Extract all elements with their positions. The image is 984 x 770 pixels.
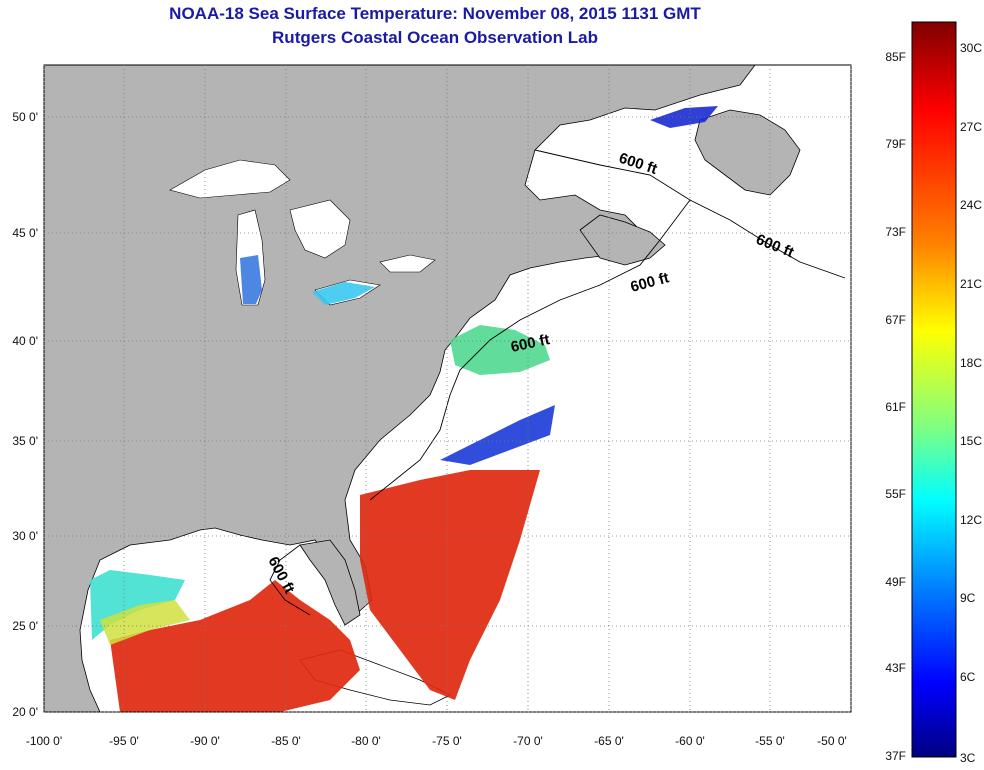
colorbar-f-label: 67F [885, 313, 906, 327]
map-frame [43, 64, 852, 713]
lat-label: 45 0' [12, 226, 38, 240]
colorbar-f-label: 37F [885, 749, 906, 763]
colorbar-c-label: 12C [960, 513, 982, 527]
colorbar-f-label: 61F [885, 400, 906, 414]
lat-labels: 50 0' 45 0' 40 0' 35 0' 30 0' 25 0' 20 0… [12, 110, 38, 719]
lon-label: -50 0' [817, 734, 847, 748]
lat-label: 30 0' [12, 529, 38, 543]
lon-label: -95 0' [109, 734, 139, 748]
colorbar-c-labels: 30C 27C 24C 21C 18C 15C 12C 9C 6C 3C [960, 41, 982, 765]
colorbar-c-label: 24C [960, 198, 982, 212]
colorbar-f-label: 79F [885, 137, 906, 151]
colorbar-c-label: 9C [960, 591, 976, 605]
colorbar-c-label: 18C [960, 356, 982, 370]
lat-label: 20 0' [12, 705, 38, 719]
map-title: NOAA-18 Sea Surface Temperature: Novembe… [169, 4, 701, 23]
lon-label: -60 0' [675, 734, 705, 748]
lon-labels: -100 0' -95 0' -90 0' -85 0' -80 0' -75 … [26, 734, 847, 748]
sst-gulf-warm [110, 580, 360, 712]
land-florida [299, 539, 361, 626]
land-newfoundland [694, 109, 801, 196]
sst-michigan-blue [240, 255, 262, 304]
colorbar [911, 21, 957, 758]
colorbar-f-label: 85F [885, 50, 906, 64]
lon-label: -85 0' [271, 734, 301, 748]
colorbar-f-label: 43F [885, 661, 906, 675]
colorbar-c-label: 15C [960, 434, 982, 448]
lat-label: 25 0' [12, 619, 38, 633]
colorbar-c-label: 30C [960, 41, 982, 55]
lon-label: -65 0' [594, 734, 624, 748]
contour-600ft-line [269, 149, 846, 616]
colorbar-c-label: 21C [960, 277, 982, 291]
land-nova-scotia [579, 214, 666, 266]
sst-gulf-yellow [100, 600, 190, 645]
lon-label: -55 0' [755, 734, 785, 748]
lon-label: -90 0' [190, 734, 220, 748]
lat-label: 50 0' [12, 110, 38, 124]
lake-superior [169, 159, 291, 199]
colorbar-f-label: 73F [885, 225, 906, 239]
map-gridlines [43, 65, 852, 713]
colorbar-f-labels: 85F 79F 73F 67F 61F 55F 49F 43F 37F [885, 50, 906, 763]
lon-label: -80 0' [351, 734, 381, 748]
lon-label: -100 0' [26, 734, 62, 748]
sst-carolina-blue [440, 405, 555, 465]
lat-label: 40 0' [12, 334, 38, 348]
map-subtitle: Rutgers Coastal Ocean Observation Lab [272, 28, 598, 47]
land-north-america [44, 65, 756, 712]
sst-erie-cyan [312, 282, 375, 305]
colorbar-f-label: 55F [885, 487, 906, 501]
lon-label: -75 0' [432, 734, 462, 748]
colorbar-c-label: 27C [960, 120, 982, 134]
sst-mid-atlantic [450, 325, 550, 375]
colorbar-c-label: 6C [960, 670, 976, 684]
colorbar-f-label: 49F [885, 575, 906, 589]
lat-label: 35 0' [12, 434, 38, 448]
colorbar-c-label: 3C [960, 751, 976, 765]
sst-atlantic-warm [360, 470, 540, 700]
lon-label: -70 0' [513, 734, 543, 748]
